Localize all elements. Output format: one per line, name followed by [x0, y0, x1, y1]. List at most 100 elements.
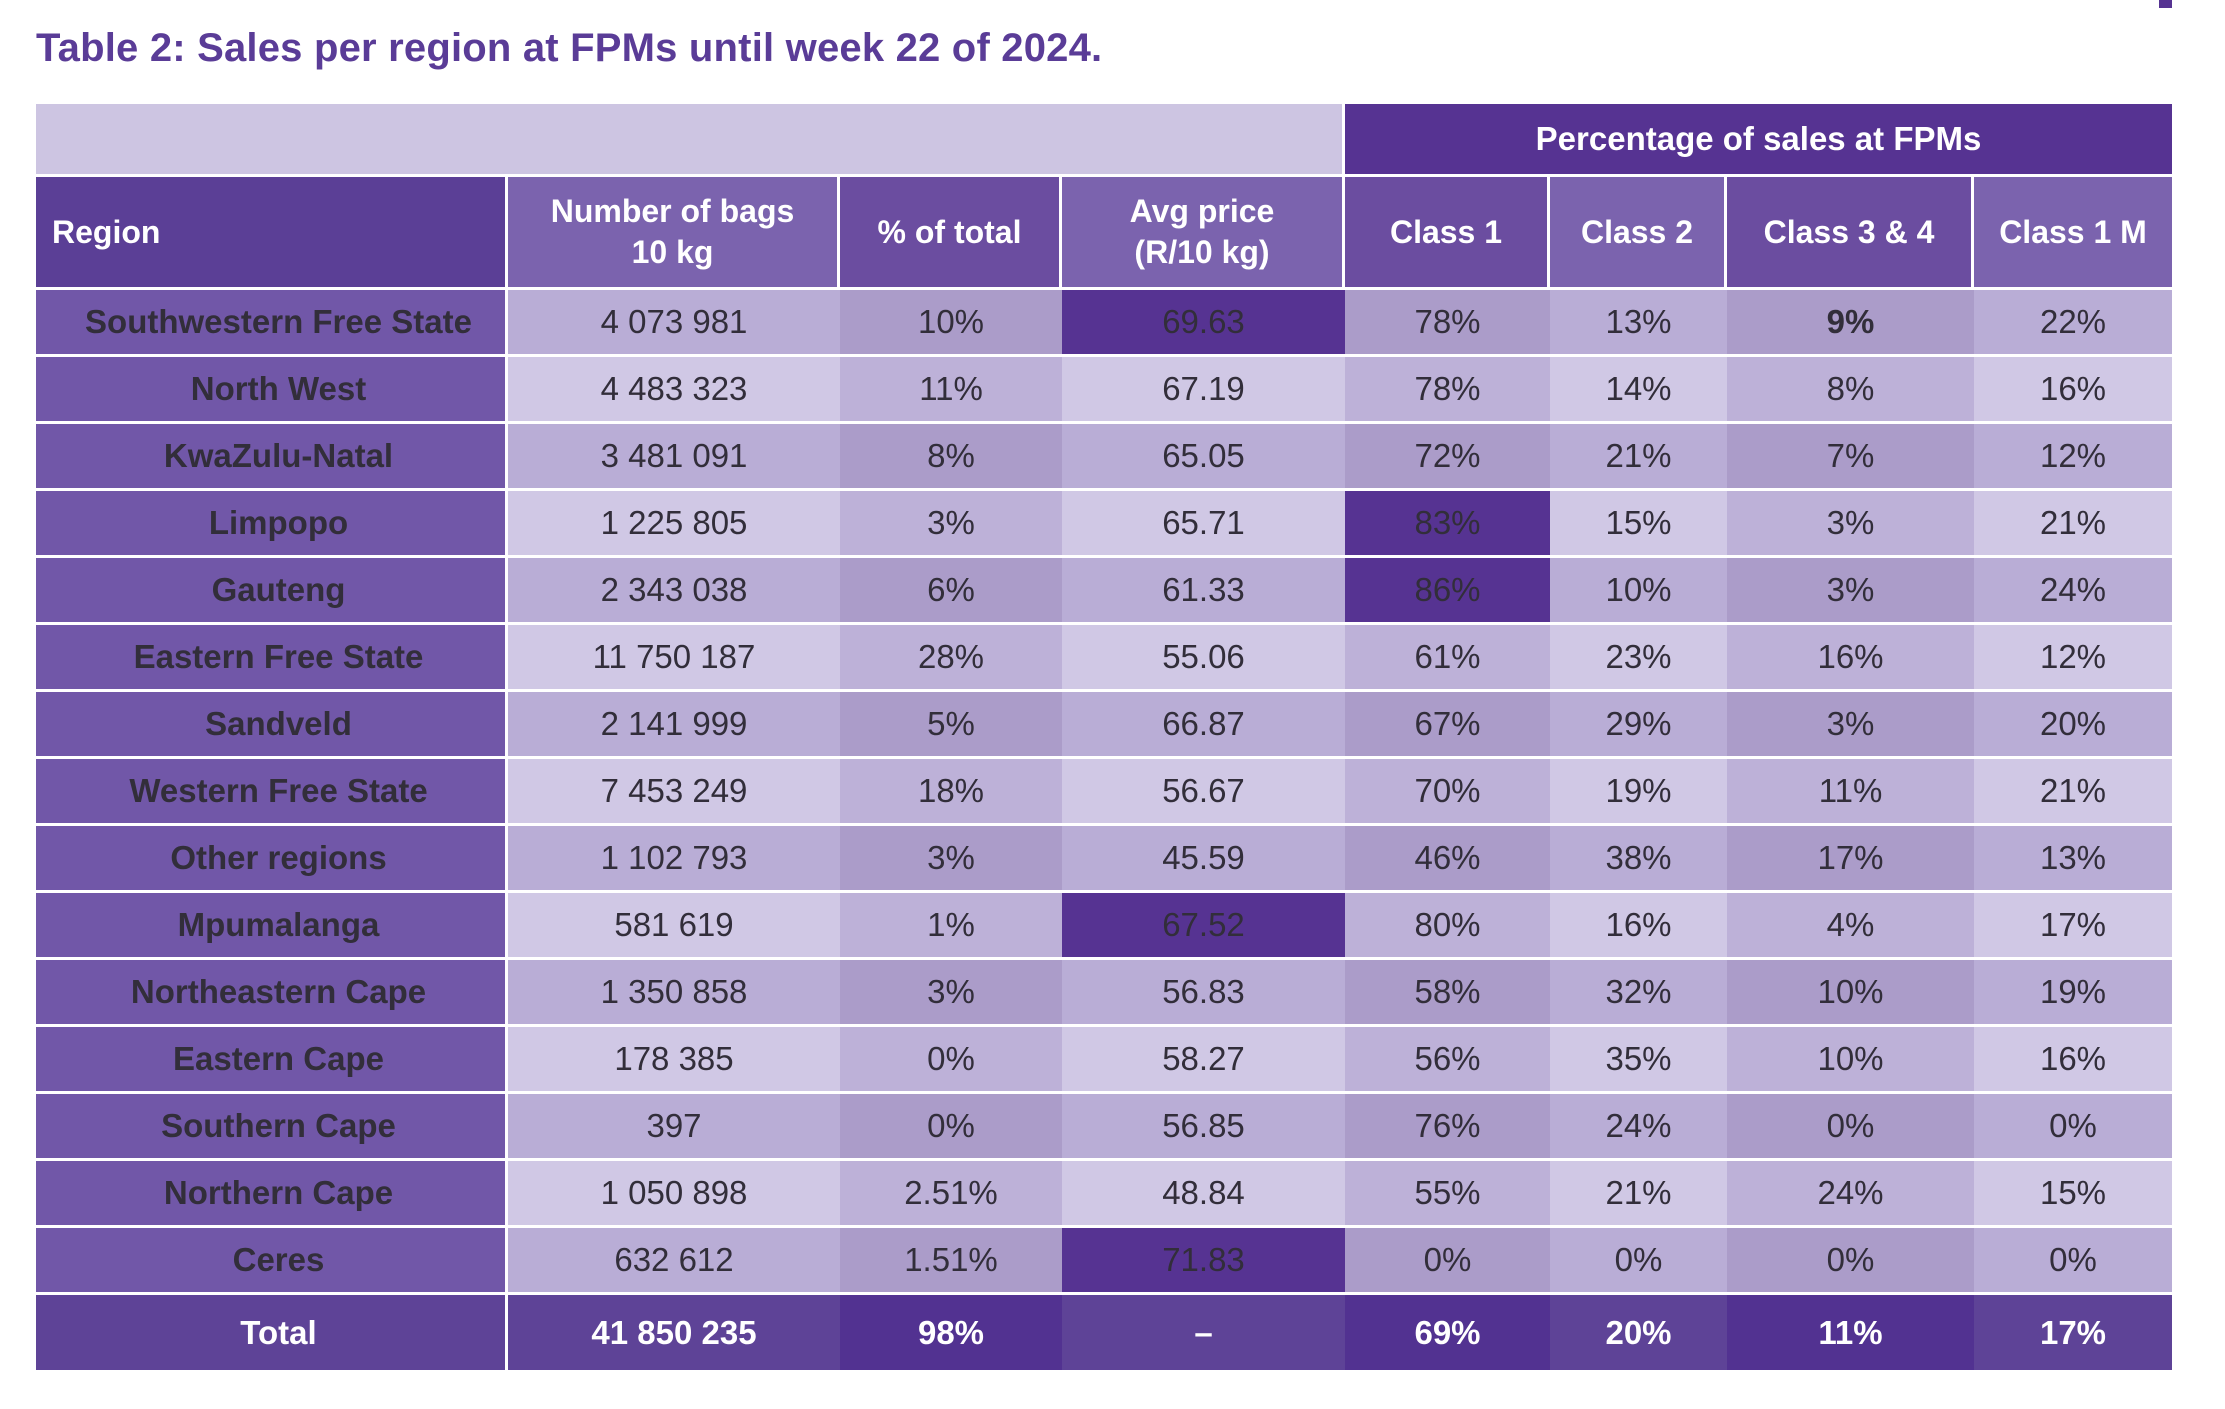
column-header-class2: Class 2 [1550, 174, 1727, 287]
column-header-region: Region [36, 174, 508, 287]
cell-class1: 61% [1345, 622, 1550, 689]
corner-decoration [2159, 0, 2172, 8]
cell-class3_4: 4% [1727, 890, 1974, 957]
cell-region: Northern Cape [36, 1158, 508, 1225]
cell-region: Southwestern Free State [36, 287, 508, 354]
cell-class1m: 17% [1974, 890, 2172, 957]
cell-class1: 67% [1345, 689, 1550, 756]
cell-bags: 4 073 981 [508, 287, 840, 354]
cell-class1: 86% [1345, 555, 1550, 622]
cell-bags: 2 141 999 [508, 689, 840, 756]
total-cell-class3_4: 11% [1727, 1292, 1974, 1370]
cell-avg_price: 71.83 [1062, 1225, 1345, 1292]
cell-class3_4: 7% [1727, 421, 1974, 488]
cell-pct_total: 28% [840, 622, 1062, 689]
cell-class2: 19% [1550, 756, 1727, 823]
total-cell-avg_price: – [1062, 1292, 1345, 1370]
cell-class1m: 22% [1974, 287, 2172, 354]
cell-pct_total: 10% [840, 287, 1062, 354]
column-header-class3_4: Class 3 & 4 [1727, 174, 1974, 287]
cell-region: Ceres [36, 1225, 508, 1292]
table-row: North West 4 483 323 11% 67.19 78% 14% 8% 16% [36, 354, 2172, 421]
cell-class1: 56% [1345, 1024, 1550, 1091]
cell-class1m: 24% [1974, 555, 2172, 622]
table-row: Ceres 632 612 1.51% 71.83 0% 0% 0% 0% [36, 1225, 2172, 1292]
cell-pct_total: 6% [840, 555, 1062, 622]
cell-region: Limpopo [36, 488, 508, 555]
cell-bags: 7 453 249 [508, 756, 840, 823]
cell-class1: 70% [1345, 756, 1550, 823]
column-header-pct_total: % of total [840, 174, 1062, 287]
cell-avg_price: 65.71 [1062, 488, 1345, 555]
total-cell-pct_total: 98% [840, 1292, 1062, 1370]
table-row: Sandveld 2 141 999 5% 66.87 67% 29% 3% 20% [36, 689, 2172, 756]
cell-class2: 16% [1550, 890, 1727, 957]
cell-avg_price: 58.27 [1062, 1024, 1345, 1091]
group-header-label: Percentage of sales at FPMs [1345, 104, 2172, 174]
cell-class2: 29% [1550, 689, 1727, 756]
cell-class3_4: 17% [1727, 823, 1974, 890]
sales-table: Percentage of sales at FPMs Region Number… [36, 104, 2172, 1370]
cell-pct_total: 0% [840, 1091, 1062, 1158]
cell-class1m: 15% [1974, 1158, 2172, 1225]
cell-class1: 46% [1345, 823, 1550, 890]
page-title: Table 2: Sales per region at FPMs until … [36, 26, 1103, 70]
cell-bags: 11 750 187 [508, 622, 840, 689]
table-row: Northeastern Cape 1 350 858 3% 56.83 58% 32% 1… [36, 957, 2172, 1024]
cell-avg_price: 55.06 [1062, 622, 1345, 689]
cell-pct_total: 0% [840, 1024, 1062, 1091]
cell-bags: 1 050 898 [508, 1158, 840, 1225]
cell-region: Sandveld [36, 689, 508, 756]
cell-pct_total: 3% [840, 488, 1062, 555]
cell-class1: 0% [1345, 1225, 1550, 1292]
cell-class1m: 21% [1974, 488, 2172, 555]
total-row: Total 41 850 235 98% –69% 20% 11% 17% [36, 1292, 2172, 1370]
cell-class3_4: 9% [1727, 287, 1974, 354]
cell-class1m: 13% [1974, 823, 2172, 890]
table-row: Mpumalanga 581 619 1% 67.52 80% 16% 4% 17% [36, 890, 2172, 957]
cell-class3_4: 11% [1727, 756, 1974, 823]
cell-class1: 55% [1345, 1158, 1550, 1225]
cell-bags: 4 483 323 [508, 354, 840, 421]
total-cell-class1m: 17% [1974, 1292, 2172, 1370]
cell-class2: 13% [1550, 287, 1727, 354]
cell-class1m: 12% [1974, 421, 2172, 488]
cell-region: Gauteng [36, 555, 508, 622]
cell-class2: 23% [1550, 622, 1727, 689]
cell-class1m: 16% [1974, 1024, 2172, 1091]
cell-region: Mpumalanga [36, 890, 508, 957]
table-row: Southwestern Free State 4 073 981 10% 69.63… [36, 287, 2172, 354]
cell-pct_total: 1% [840, 890, 1062, 957]
column-header-row: Region Number of bags 10 kg% of total Avg p… [36, 174, 2172, 287]
cell-class1: 58% [1345, 957, 1550, 1024]
cell-class2: 24% [1550, 1091, 1727, 1158]
cell-bags: 581 619 [508, 890, 840, 957]
cell-region: Eastern Free State [36, 622, 508, 689]
cell-class3_4: 0% [1727, 1225, 1974, 1292]
table-row: Southern Cape 397 0% 56.85 76% 24% 0% 0% [36, 1091, 2172, 1158]
cell-avg_price: 67.19 [1062, 354, 1345, 421]
cell-pct_total: 3% [840, 823, 1062, 890]
cell-pct_total: 3% [840, 957, 1062, 1024]
cell-pct_total: 1.51% [840, 1225, 1062, 1292]
cell-bags: 178 385 [508, 1024, 840, 1091]
cell-avg_price: 56.85 [1062, 1091, 1345, 1158]
group-header-spacer [36, 104, 1345, 174]
cell-class2: 10% [1550, 555, 1727, 622]
table-row: Northern Cape 1 050 898 2.51% 48.84 55% 21% 24… [36, 1158, 2172, 1225]
cell-avg_price: 69.63 [1062, 287, 1345, 354]
cell-bags: 397 [508, 1091, 840, 1158]
cell-class2: 14% [1550, 354, 1727, 421]
cell-bags: 1 350 858 [508, 957, 840, 1024]
cell-class1: 76% [1345, 1091, 1550, 1158]
table-row: Eastern Free State 11 750 187 28% 55.06 61% 2… [36, 622, 2172, 689]
cell-pct_total: 2.51% [840, 1158, 1062, 1225]
cell-bags: 632 612 [508, 1225, 840, 1292]
cell-class2: 21% [1550, 1158, 1727, 1225]
column-header-class1: Class 1 [1345, 174, 1550, 287]
cell-bags: 1 102 793 [508, 823, 840, 890]
column-header-avg_price: Avg price (R/10 kg) [1062, 174, 1345, 287]
cell-region: Northeastern Cape [36, 957, 508, 1024]
cell-avg_price: 56.67 [1062, 756, 1345, 823]
cell-pct_total: 18% [840, 756, 1062, 823]
